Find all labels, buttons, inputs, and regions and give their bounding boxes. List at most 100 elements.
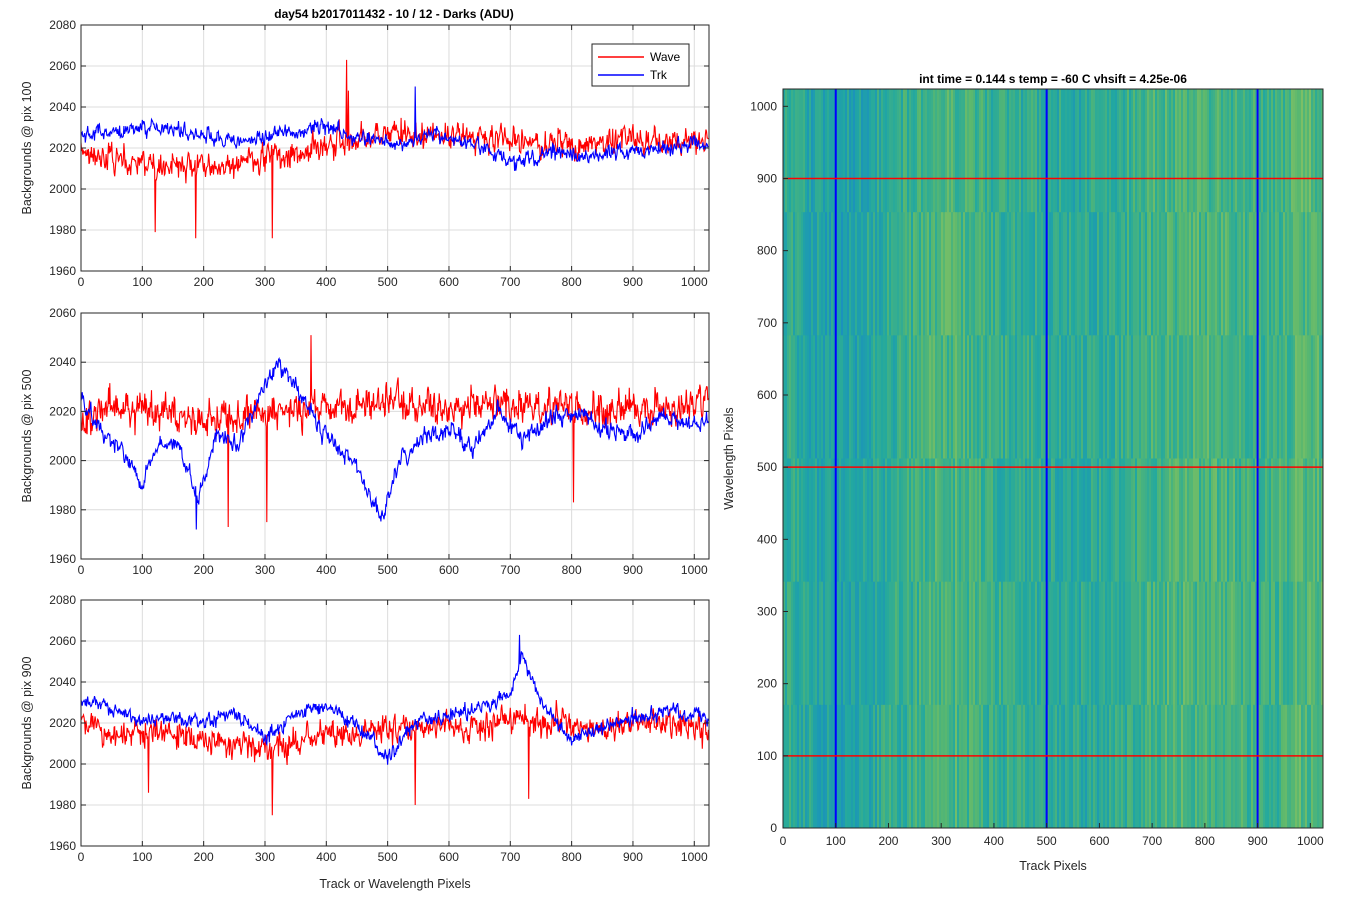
heatmap-cell: [893, 458, 896, 583]
heatmap-cell: [1135, 704, 1138, 829]
heatmap-cell: [785, 704, 788, 829]
heatmap-cell: [1159, 704, 1162, 829]
heatmap-cell: [1319, 89, 1322, 213]
heatmap-cell: [1129, 212, 1132, 336]
x-tick-label: 400: [984, 834, 1004, 848]
heatmap-cell: [1235, 458, 1238, 583]
heatmap-cell: [1137, 458, 1140, 583]
heatmap-cell: [1217, 335, 1220, 459]
heatmap-cell: [915, 335, 918, 459]
heatmap-cell: [1251, 212, 1254, 336]
heatmap-cell: [1215, 212, 1218, 336]
heatmap-cell: [1035, 212, 1038, 336]
heatmap-cell: [801, 335, 804, 459]
heatmap-cell: [1105, 89, 1108, 213]
heatmap-cell: [1225, 458, 1228, 583]
heatmap-cell: [919, 212, 922, 336]
heatmap-cell: [1209, 335, 1212, 459]
heatmap-cell: [981, 581, 984, 706]
heatmap-cell: [861, 212, 864, 336]
heatmap-cell: [1087, 335, 1090, 459]
heatmap-cell: [1179, 335, 1182, 459]
heatmap-cell: [909, 704, 912, 829]
heatmap-cell: [937, 704, 940, 829]
heatmap-cell: [1031, 89, 1034, 213]
y-tick-label: 100: [757, 749, 777, 763]
heatmap-cell: [1181, 335, 1184, 459]
heatmap-cell: [1027, 704, 1030, 829]
line-panel-pix-900: 0 100 200 300 400 500 600 700 800 900 100019601980…: [20, 593, 710, 891]
heatmap-cell: [901, 704, 904, 829]
heatmap-cell: [1141, 89, 1144, 213]
heatmap-cell: [1127, 581, 1130, 706]
heatmap-cell: [1215, 335, 1218, 459]
heatmap-cell: [1141, 458, 1144, 583]
heatmap-cell: [877, 335, 880, 459]
x-tick-label: 700: [1142, 834, 1162, 848]
heatmap-panel: int time = 0.144 s temp = -60 C vhsift =…: [722, 72, 1324, 873]
heatmap-cell: [873, 704, 876, 829]
heatmap-cell: [943, 704, 946, 829]
x-tick-label: 600: [1089, 834, 1109, 848]
heatmap-cell: [1303, 704, 1306, 829]
heatmap-cell: [1101, 89, 1104, 213]
heatmap-cell: [989, 458, 992, 583]
heatmap-cell: [949, 89, 952, 213]
heatmap-cell: [1029, 212, 1032, 336]
heatmap-cell: [1301, 89, 1304, 213]
y-tick-label: 2020: [49, 404, 76, 418]
x-tick-label: 900: [623, 563, 643, 577]
heatmap-cell: [1289, 89, 1292, 213]
heatmap-cell: [1087, 212, 1090, 336]
heatmap-cell: [977, 89, 980, 213]
heatmap-cell: [1039, 89, 1042, 213]
heatmap-cell: [1297, 458, 1300, 583]
heatmap-cell: [965, 89, 968, 213]
heatmap-cell: [813, 89, 816, 213]
heatmap-cell: [959, 458, 962, 583]
heatmap-cell: [1029, 458, 1032, 583]
heatmap-cell: [1287, 581, 1290, 706]
heatmap-cell: [1255, 212, 1258, 336]
heatmap-cell: [1011, 704, 1014, 829]
y-tick-label: 2080: [49, 593, 76, 607]
heatmap-cell: [997, 89, 1000, 213]
heatmap-cell: [1153, 335, 1156, 459]
x-tick-label: 100: [132, 850, 152, 864]
heatmap-cell: [827, 704, 830, 829]
heatmap-cell: [1051, 89, 1054, 213]
heatmap-cell: [799, 89, 802, 213]
heatmap-cell: [1037, 458, 1040, 583]
heatmap-cell: [1171, 212, 1174, 336]
heatmap-cell: [1111, 458, 1114, 583]
heatmap-cell: [1155, 581, 1158, 706]
heatmap-cell: [1053, 335, 1056, 459]
heatmap-cell: [797, 704, 800, 829]
y-tick-label: 2000: [49, 182, 76, 196]
heatmap-cell: [1143, 581, 1146, 706]
heatmap-cell: [1199, 581, 1202, 706]
heatmap-cell: [999, 335, 1002, 459]
heatmap-cell: [905, 335, 908, 459]
heatmap-cell: [1083, 212, 1086, 336]
heatmap-cell: [1267, 458, 1270, 583]
heatmap-cell: [1075, 212, 1078, 336]
heatmap-cell: [1093, 704, 1096, 829]
heatmap-cell: [1213, 581, 1216, 706]
heatmap-cell: [837, 89, 840, 213]
heatmap-cell: [995, 335, 998, 459]
heatmap-cell: [1281, 335, 1284, 459]
heatmap-cell: [1091, 704, 1094, 829]
heatmap-cell: [1295, 458, 1298, 583]
heatmap-cell: [1097, 704, 1100, 829]
heatmap-cell: [825, 581, 828, 706]
heatmap-cell: [953, 89, 956, 213]
heatmap-cell: [795, 335, 798, 459]
heatmap-cell: [1005, 458, 1008, 583]
heatmap-cell: [1283, 581, 1286, 706]
heatmap-cell: [991, 581, 994, 706]
heatmap-cell: [957, 212, 960, 336]
heatmap-cell: [975, 89, 978, 213]
heatmap-cell: [937, 581, 940, 706]
heatmap-cell: [1113, 704, 1116, 829]
